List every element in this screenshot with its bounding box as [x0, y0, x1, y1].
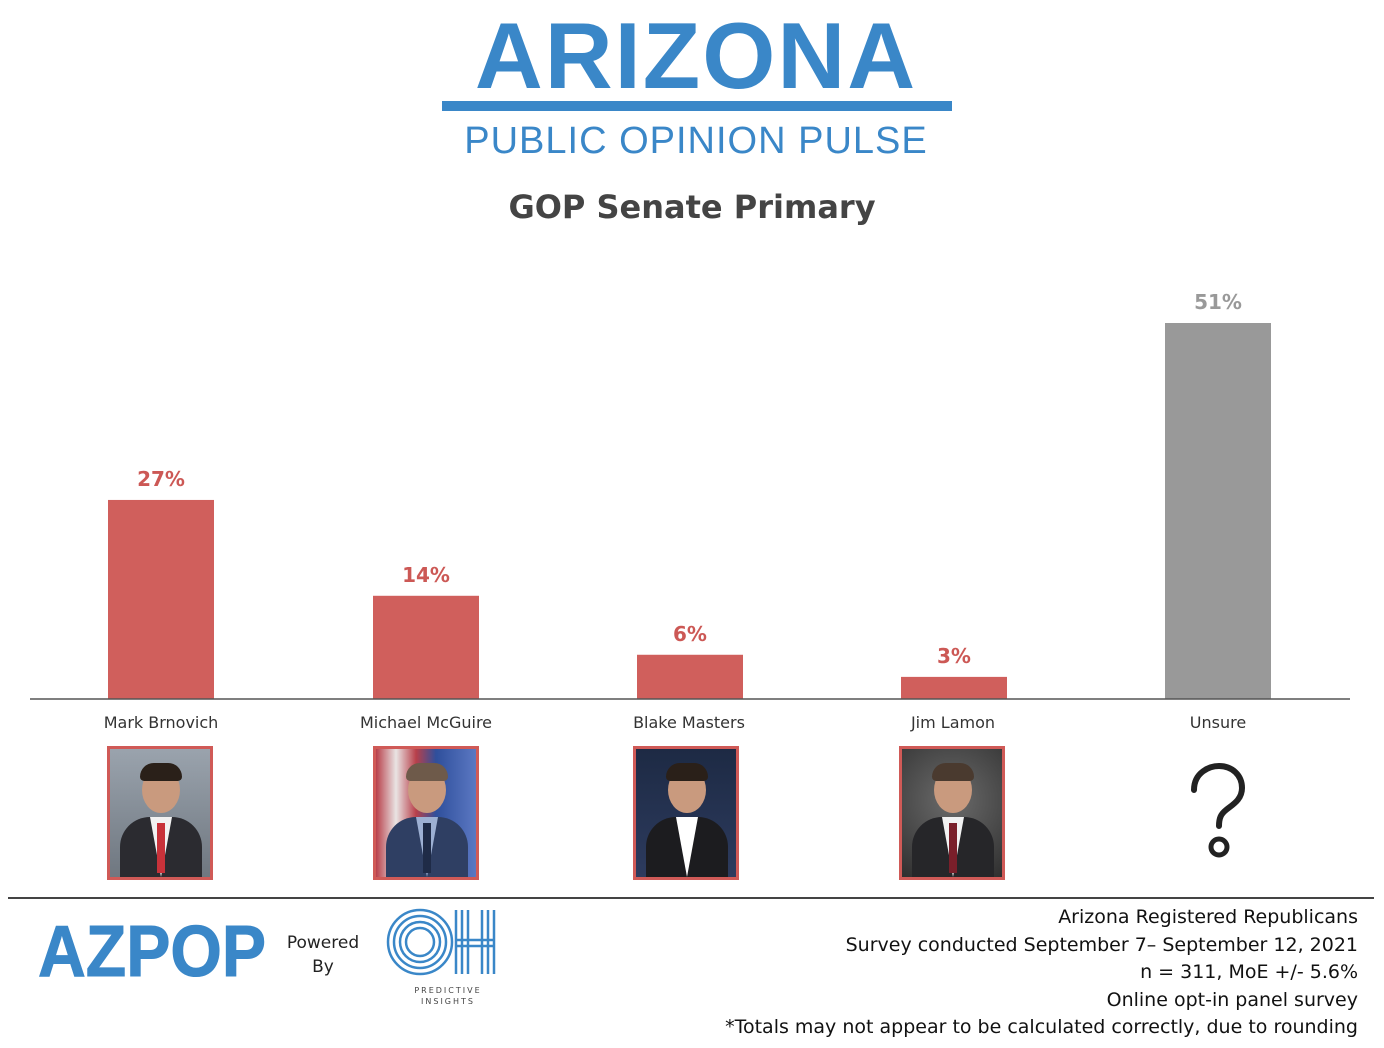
bars-group — [108, 323, 1271, 699]
chart-title: GOP Senate Primary — [508, 188, 876, 226]
note-method: Online opt-in panel survey — [1106, 988, 1358, 1011]
bar-mark-brnovich — [108, 499, 214, 699]
oh-logo-text: OH — [386, 906, 388, 907]
note-rounding: *Totals may not appear to be calculated … — [725, 1016, 1358, 1038]
note-sample: n = 311, MoE +/- 5.6% — [1140, 961, 1358, 983]
value-label-jim-lamon: 3% — [937, 644, 971, 668]
bar-jim-lamon — [901, 676, 1007, 699]
question-mark-icon — [1191, 762, 1246, 858]
value-labels-group: 27% 14% 6% 3% 51% — [137, 290, 1242, 668]
candidate-photo-masters — [633, 746, 739, 880]
brand-subtitle: PUBLIC OPINION PULSE — [464, 120, 928, 162]
category-label-unsure: Unsure — [1189, 713, 1247, 732]
category-label-masters: Blake Masters — [633, 713, 745, 732]
brand-rule — [442, 101, 952, 111]
category-label-mcguire: Michael McGuire — [359, 713, 493, 732]
powered-by-label: Powered By — [286, 933, 360, 977]
category-label-brnovich: Mark Brnovich — [103, 713, 219, 732]
bar-unsure — [1165, 323, 1271, 699]
oh-logo: OH — [386, 906, 496, 976]
azpop-logo: AZPOP — [38, 916, 267, 980]
azpop-logo-text: AZPOP — [38, 916, 266, 980]
oh-caption: PREDICTIVE INSIGHTS — [414, 986, 482, 1006]
bar-chart: 27% 14% 6% 3% 51% — [30, 290, 1350, 700]
value-label-michael-mcguire: 14% — [402, 563, 450, 587]
candidate-photo-brnovich — [107, 746, 213, 880]
note-population: Arizona Registered Republicans — [1058, 906, 1358, 928]
bar-blake-masters — [637, 654, 743, 699]
category-label-lamon: Jim Lamon — [910, 713, 996, 732]
candidate-photo-mcguire — [373, 746, 479, 880]
value-label-mark-brnovich: 27% — [137, 467, 185, 491]
footer-divider — [8, 897, 1374, 899]
value-label-blake-masters: 6% — [673, 622, 707, 646]
brand-logo: ARIZONA PUBLIC OPINION PULSE — [440, 3, 952, 162]
note-dates: Survey conducted September 7– September … — [845, 933, 1358, 956]
brand-title: ARIZONA — [474, 3, 918, 108]
value-label-unsure: 51% — [1194, 290, 1242, 314]
survey-notes: Arizona Registered Republicans Survey co… — [725, 904, 1358, 1042]
bar-michael-mcguire — [373, 595, 479, 699]
candidate-photo-lamon — [899, 746, 1005, 880]
